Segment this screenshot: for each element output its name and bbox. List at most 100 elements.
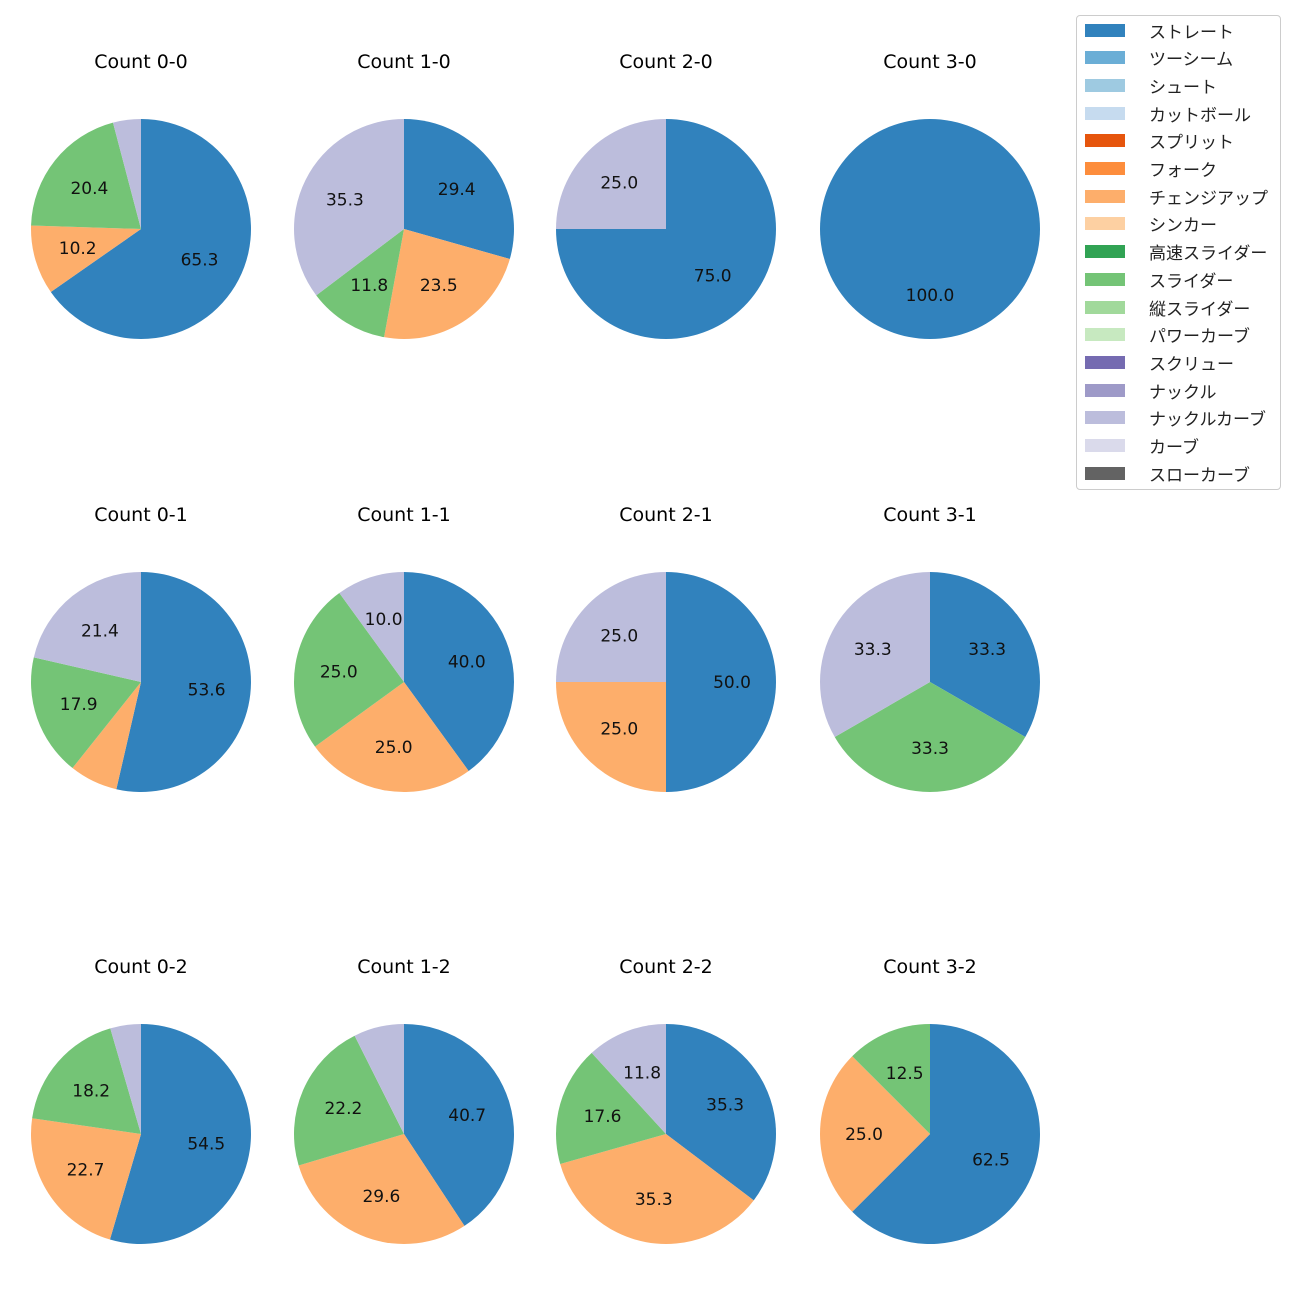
pie-title: Count 0-2 — [94, 956, 188, 978]
pie-slice — [834, 682, 1026, 792]
legend-item: ナックル — [1085, 379, 1217, 403]
slice-label: 25.0 — [845, 1125, 883, 1145]
pie-slice — [293, 118, 404, 296]
pie-9: Count 0-2 54.5 22.7 18.2 — [30, 956, 251, 1244]
slice-label: 25.0 — [600, 720, 638, 740]
pie-4: Count 3-0 100.0 — [820, 51, 1040, 339]
pie-slice — [591, 1024, 666, 1134]
pie-title: Count 0-1 — [94, 504, 188, 526]
pie-12: Count 3-2 62.5 25.0 12.5 — [820, 956, 1041, 1244]
legend-item: スクリュー — [1085, 351, 1234, 375]
legend-swatch — [1085, 355, 1125, 369]
pie-slice — [666, 1024, 777, 1201]
slice-label: 11.8 — [623, 1064, 661, 1084]
legend-label: スプリット — [1149, 133, 1234, 154]
legend-item: カーブ — [1085, 435, 1199, 458]
slice-label: 25.0 — [600, 173, 638, 193]
pie-slice — [666, 572, 776, 792]
slice-label: 53.6 — [188, 680, 226, 700]
pie-slice — [404, 1024, 514, 1226]
pie-slice — [30, 1118, 142, 1240]
legend-item: ツーシーム — [1085, 47, 1234, 71]
pie-slice — [112, 119, 141, 229]
pie-title: Count 1-1 — [357, 504, 451, 526]
legend-label: ストレート — [1149, 22, 1234, 43]
legend-swatch — [1085, 383, 1125, 397]
slice-label: 12.5 — [886, 1064, 924, 1084]
pie-7: Count 2-1 50.0 25.0 25.0 — [556, 504, 776, 792]
pie-slice — [556, 119, 666, 229]
legend-swatch — [1085, 245, 1125, 259]
legend-item: ストレート — [1085, 19, 1234, 43]
slice-label: 22.2 — [324, 1099, 362, 1119]
legend-item: 縦スライダー — [1085, 296, 1251, 320]
legend-swatch — [1085, 106, 1125, 120]
legend-item: スライダー — [1085, 268, 1233, 292]
legend-item: パワーカーブ — [1085, 324, 1250, 348]
pie-title: Count 2-0 — [619, 51, 713, 73]
pie-slice — [852, 1024, 1041, 1244]
slice-label: 17.6 — [584, 1107, 622, 1127]
pie-slice — [820, 572, 930, 737]
pie-slice — [404, 119, 514, 260]
slice-label: 29.6 — [362, 1187, 400, 1207]
pie-slice — [384, 229, 510, 339]
pie-slice — [32, 1028, 142, 1134]
pie-slice — [556, 682, 666, 792]
legend-item: シュート — [1085, 74, 1217, 98]
slice-label: 40.7 — [448, 1106, 486, 1126]
legend-item: フォーク — [1085, 158, 1217, 181]
legend-label: パワーカーブ — [1149, 327, 1250, 348]
pie-3: Count 2-0 75.0 25.0 — [556, 51, 776, 339]
legend-label: カーブ — [1149, 438, 1199, 458]
pie-slice — [109, 1024, 251, 1244]
legend-swatch — [1085, 23, 1125, 37]
slice-label: 11.8 — [350, 276, 388, 296]
pie-title: Count 3-1 — [883, 504, 977, 526]
legend-label: 縦スライダー — [1149, 299, 1251, 320]
legend-item: シンカー — [1085, 213, 1217, 237]
legend-swatch — [1085, 411, 1125, 425]
slice-label: 35.3 — [706, 1096, 744, 1116]
legend-swatch — [1085, 328, 1125, 342]
pie-title: Count 0-0 — [94, 51, 188, 73]
pie-10: Count 1-2 40.7 29.6 22.2 — [293, 956, 514, 1245]
slice-label: 18.2 — [72, 1082, 110, 1102]
pie-slice — [820, 1056, 930, 1212]
legend-item: スローカーブ — [1085, 462, 1250, 486]
slice-label: 50.0 — [713, 673, 751, 693]
slice-label: 35.3 — [326, 191, 364, 211]
legend-item: チェンジアップ — [1085, 185, 1268, 209]
pie-title: Count 3-0 — [883, 51, 977, 73]
slice-label: 33.3 — [968, 640, 1006, 660]
slice-label: 29.4 — [438, 180, 476, 200]
pie-slice — [820, 119, 1040, 339]
slice-label: 40.0 — [448, 653, 486, 673]
legend-item: カットボール — [1085, 102, 1251, 126]
pie-slice — [316, 229, 404, 338]
slice-label: 25.0 — [600, 626, 638, 646]
pie-5: Count 0-1 53.6 17.9 21.4 — [30, 504, 251, 792]
legend-label: シンカー — [1149, 216, 1217, 237]
legend-item: ナックルカーブ — [1085, 407, 1266, 430]
legend-swatch — [1085, 51, 1125, 65]
slice-label: 23.5 — [420, 276, 458, 296]
legend-label: シュート — [1149, 77, 1217, 98]
pie-6: Count 1-1 40.0 25.0 25.0 10.0 — [293, 504, 515, 793]
pie-slice — [30, 657, 142, 769]
pie-slice — [30, 225, 142, 292]
pie-slice — [72, 682, 141, 790]
pie-title: Count 3-2 — [883, 956, 977, 978]
pie-title: Count 1-0 — [357, 51, 451, 73]
legend-swatch — [1085, 300, 1125, 314]
legend-swatch — [1085, 217, 1125, 231]
pie-1: Count 0-0 65.3 10.2 20.4 — [30, 51, 252, 339]
pie-slice — [293, 1035, 404, 1166]
slice-label: 75.0 — [694, 267, 732, 287]
slice-label: 22.7 — [67, 1161, 105, 1181]
legend-swatch — [1085, 134, 1125, 148]
legend-label: ツーシーム — [1149, 50, 1234, 71]
pie-11: Count 2-2 35.3 35.3 17.6 11.8 — [556, 956, 777, 1244]
pie-title: Count 1-2 — [357, 956, 451, 978]
slice-label: 17.9 — [60, 695, 98, 715]
